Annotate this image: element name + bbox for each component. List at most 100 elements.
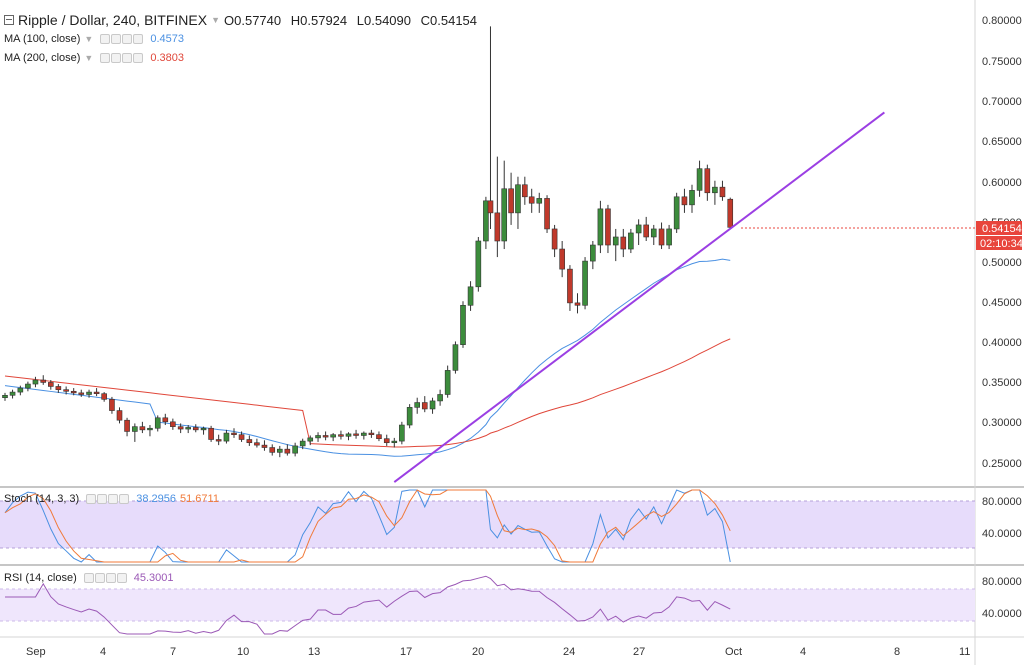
add-icon[interactable] <box>122 53 133 63</box>
candle <box>170 418 176 430</box>
candle-body <box>406 407 413 426</box>
rsi-tick: 80.0000 <box>982 576 1022 588</box>
candle-body <box>32 379 39 385</box>
close-icon[interactable] <box>133 34 144 44</box>
add-icon[interactable] <box>105 573 116 583</box>
candle-body <box>177 426 184 430</box>
candle-body <box>93 391 100 394</box>
price-tick: 0.45000 <box>982 297 1022 309</box>
candle <box>132 423 138 442</box>
candle <box>628 228 634 254</box>
gear-icon[interactable] <box>111 34 122 44</box>
candle <box>17 385 24 396</box>
candle-body <box>681 196 688 206</box>
candle <box>597 200 604 254</box>
settings-icon[interactable] <box>86 494 97 504</box>
chevron-down-icon[interactable]: ▼ <box>84 34 94 44</box>
candle <box>376 431 382 442</box>
candle <box>322 431 329 441</box>
close-icon[interactable] <box>116 573 127 583</box>
candle <box>574 293 581 314</box>
time-tick: 4 <box>100 646 106 658</box>
candle <box>208 425 214 442</box>
candle-body <box>86 391 92 395</box>
candle-body <box>559 248 565 270</box>
candle <box>536 192 543 213</box>
candle-body <box>658 228 665 246</box>
candle <box>32 376 39 388</box>
stoch-label: Stoch (14, 3, 3) <box>4 493 80 505</box>
candle <box>689 184 695 213</box>
high-value: 0.57924 <box>300 12 348 28</box>
time-tick: 10 <box>237 646 249 658</box>
candle <box>620 228 627 258</box>
stoch-d-value: 51.6711 <box>179 493 219 505</box>
time-axis[interactable]: Sep 4 7 10 13 17 20 24 27 Oct 4 8 11 <box>26 646 970 658</box>
candle-body <box>673 196 680 230</box>
chevron-down-icon[interactable]: ▼ <box>211 15 220 25</box>
candle <box>567 265 573 311</box>
candle-body <box>483 200 489 242</box>
candle <box>444 365 451 398</box>
time-tick: 17 <box>400 646 412 658</box>
candle <box>254 438 260 448</box>
ma200-label: MA (200, close) <box>4 52 81 64</box>
gear-icon[interactable] <box>111 53 122 63</box>
rsi-legend[interactable]: RSI (14, close) 45.3001 <box>4 572 174 584</box>
candle-body <box>353 433 359 436</box>
candle-body <box>223 432 230 442</box>
add-icon[interactable] <box>108 494 119 504</box>
ma100-legend[interactable]: MA (100, close) ▼ 0.4573 <box>4 33 184 45</box>
stoch-legend[interactable]: Stoch (14, 3, 3) 38.2956 51.6711 <box>4 493 219 505</box>
symbol-legend[interactable]: Ripple / Dollar, 240, BITFINEX ▼ O0.5774… <box>4 12 483 28</box>
candle-body <box>154 417 161 429</box>
settings-icon[interactable] <box>100 53 111 63</box>
candle <box>238 431 245 442</box>
candle-body <box>727 198 734 228</box>
candle <box>712 180 718 205</box>
close-value: 0.54154 <box>430 12 478 28</box>
candle <box>2 392 8 401</box>
ma200-legend[interactable]: MA (200, close) ▼ 0.3803 <box>4 52 184 64</box>
candle-body <box>246 439 253 444</box>
candle <box>487 26 494 229</box>
candle-body <box>330 434 336 438</box>
rsi-line <box>5 575 731 635</box>
candle <box>704 164 711 201</box>
trendline-layer[interactable] <box>393 111 885 483</box>
candlestick-series <box>2 26 734 458</box>
candle-body <box>231 432 237 435</box>
candle <box>406 404 413 429</box>
candle-body <box>368 432 375 435</box>
candle-body <box>261 444 268 448</box>
close-icon[interactable] <box>133 53 144 63</box>
collapse-toggle-icon[interactable] <box>4 15 14 25</box>
close-icon[interactable] <box>119 494 130 504</box>
candle-body <box>63 389 69 392</box>
candle-body <box>414 402 421 408</box>
candle-body <box>200 427 207 431</box>
candle <box>559 241 565 278</box>
candle-body <box>689 190 695 206</box>
open-value: 0.57740 <box>234 12 282 28</box>
settings-icon[interactable] <box>83 573 94 583</box>
add-icon[interactable] <box>122 34 133 44</box>
candle-body <box>508 188 514 214</box>
price-tick: 0.75000 <box>982 56 1022 68</box>
candle <box>78 389 85 397</box>
chevron-down-icon[interactable]: ▼ <box>84 53 94 63</box>
open-key: O <box>224 12 235 28</box>
time-tick: 4 <box>800 646 806 658</box>
candle <box>353 429 359 439</box>
candle <box>200 426 207 435</box>
price-tick: 0.50000 <box>982 257 1022 269</box>
gear-icon[interactable] <box>94 573 105 583</box>
time-tick: 11 <box>959 646 970 658</box>
gear-icon[interactable] <box>97 494 108 504</box>
candle-body <box>582 260 588 306</box>
support-trendline[interactable] <box>393 111 885 483</box>
candle-body <box>185 427 191 430</box>
settings-icon[interactable] <box>100 34 111 44</box>
